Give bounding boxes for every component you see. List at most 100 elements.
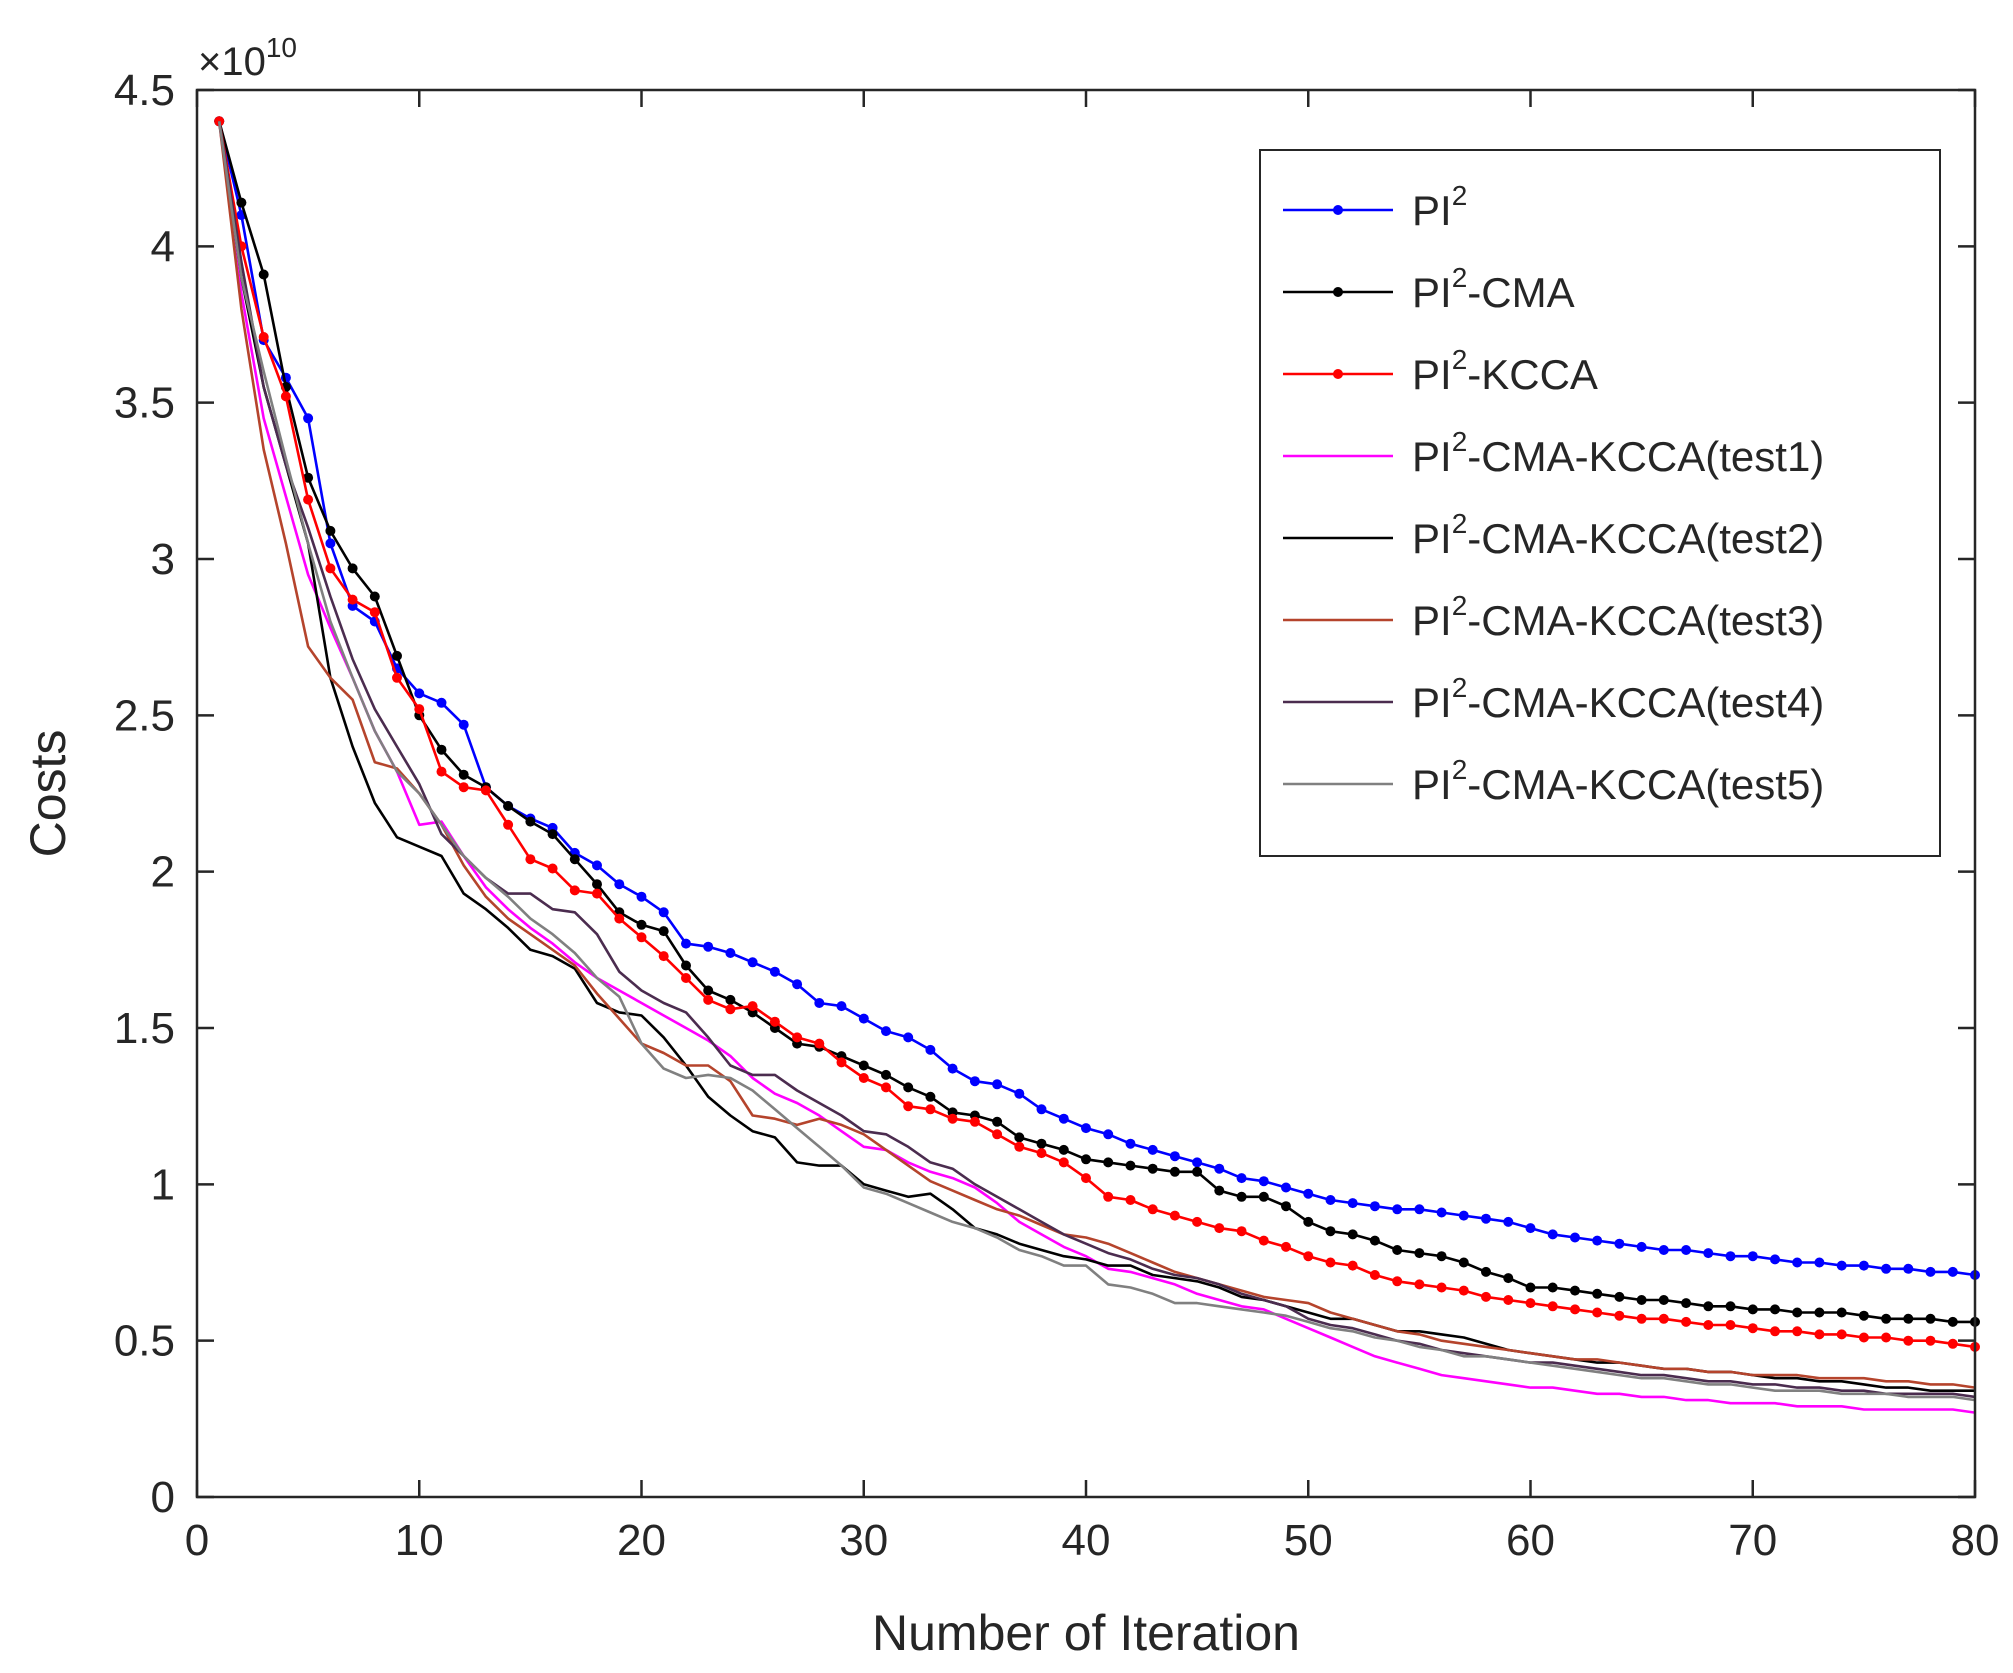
y-axis-exponent-label: ×1010 [198,32,297,84]
series-3-point [681,973,691,983]
legend-label-sup: 2 [1452,426,1468,457]
series-1-point [1570,1232,1580,1243]
series-2-point [1814,1307,1825,1318]
series-2-point [1014,1132,1025,1143]
legend-label-suffix: -CMA-KCCA(test4) [1467,679,1824,726]
legend-label: PI2-KCCA [1412,344,1598,398]
series-1-point [947,1063,958,1074]
series-2-point [992,1116,1003,1127]
series-3-point [1014,1141,1025,1152]
series-2-point [592,879,602,890]
series-2-point [1325,1226,1336,1237]
series-1-point [858,1013,869,1024]
series-3-point [1570,1304,1580,1315]
series-1-point [1258,1176,1269,1187]
series-3-point [1703,1320,1714,1330]
series-2-point [1192,1166,1203,1177]
series-2-point [1947,1316,1958,1327]
series-3-point [1125,1195,1136,1205]
series-3-point [1192,1216,1203,1227]
series-2-point [903,1082,914,1093]
series-2-point [1636,1295,1647,1305]
series-2-point [1747,1304,1758,1315]
x-tick-label: 40 [1062,1516,1111,1565]
series-3-point [1747,1323,1758,1334]
series-3-point [436,766,447,777]
series-2-point [658,926,669,937]
series-1-point [1481,1213,1491,1224]
series-3-point [947,1113,958,1124]
series-1-point [903,1032,914,1043]
legend-label-suffix: -CMA-KCCA(test3) [1467,597,1824,644]
legend-label-sup: 2 [1452,262,1468,293]
series-1-point [1903,1263,1914,1274]
series-1-point [1725,1251,1736,1262]
series-2-point [1547,1282,1558,1293]
series-1-point [636,891,647,902]
series-1-point [1792,1257,1803,1268]
series-1-point [1836,1260,1847,1271]
series-1-point [1747,1251,1758,1262]
series-2-point [1058,1144,1069,1155]
series-3-point [503,819,514,830]
series-3 [214,116,1980,1352]
legend-label-sup: 2 [1452,180,1468,211]
series-2-point [436,744,447,755]
series-2-point [1169,1166,1180,1177]
legend-swatch-marker [1333,287,1343,297]
series-3-point [1636,1313,1647,1324]
y-tick-label: 0 [151,1473,175,1522]
series-1-point [658,907,669,918]
series-3-point [1325,1257,1336,1268]
series-3-point [747,1001,758,1012]
legend-label-base: PI [1412,269,1452,316]
legend-box [1259,149,1941,857]
y-tick-label: 0.5 [114,1317,175,1366]
legend-label-base: PI [1412,187,1452,234]
series-3-point [636,932,647,943]
series-1-point [1036,1104,1047,1115]
legend-label-suffix: -KCCA [1467,351,1598,398]
series-3-point [1414,1279,1425,1290]
x-tick-label: 80 [1951,1516,2000,1565]
series-3-point [280,391,291,402]
series-2-point [1703,1301,1714,1312]
legend-label: PI2-CMA-KCCA(test2) [1412,508,1824,562]
series-2-point [1303,1216,1314,1227]
series-3-point [925,1104,936,1115]
series-2-point [1836,1307,1847,1318]
series-3-point [1814,1329,1825,1340]
series-2-point [325,525,336,536]
y-tick-label: 3 [151,535,175,584]
series-1-point [1147,1144,1158,1155]
series-3-point [592,888,602,899]
series-1-point [836,1001,847,1012]
series-3-point [325,563,336,574]
legend-label: PI2-CMA-KCCA(test3) [1412,590,1824,644]
series-8-line [217,121,1976,1402]
series-3-point [1058,1157,1069,1168]
series-2-point [392,650,402,661]
legend-label: PI2-CMA-KCCA(test4) [1412,672,1824,726]
series-2-point [1236,1191,1247,1202]
series-7 [217,121,1976,1399]
series-1-point [925,1044,936,1055]
series-2-point [1658,1295,1669,1305]
series-2-point [1103,1157,1114,1168]
series-2-point [258,269,269,280]
legend-entry-7: PI2-CMA-KCCA(test4) [1283,672,1824,726]
y-tick-label: 3.5 [114,379,175,428]
series-2-point [503,801,514,811]
series-2-point [236,197,247,208]
series-3-point [1525,1298,1536,1309]
series-3-point [725,1004,736,1015]
series-2-point [1214,1185,1225,1196]
series-3-point [792,1032,803,1043]
x-tick-label: 20 [617,1516,666,1565]
series-1-point [703,941,714,952]
x-tick-label: 10 [395,1516,444,1565]
series-2-point [703,985,714,996]
series-3-point [1947,1338,1958,1349]
series-2-point [1858,1310,1869,1321]
